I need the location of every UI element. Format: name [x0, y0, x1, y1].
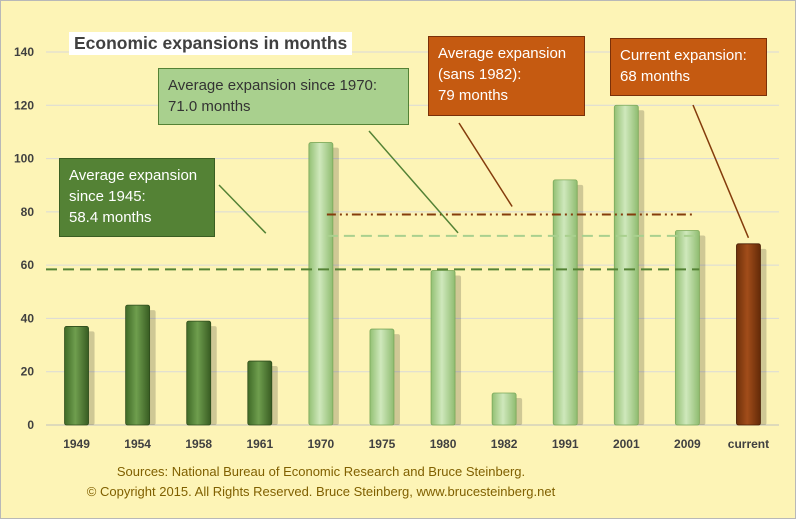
- y-tick-label: 120: [14, 98, 34, 112]
- bar-1949: [64, 326, 89, 426]
- annotation-sans-1982-line-1: Average expansion: [438, 45, 567, 62]
- leader-line-sans1982: [458, 122, 513, 207]
- x-tick-label: 2009: [674, 437, 701, 451]
- bar-2009: [674, 230, 700, 426]
- y-tick-label: 80: [21, 205, 35, 219]
- footer-copyright: © Copyright 2015. All Rights Reserved. B…: [86, 484, 556, 499]
- annotation-since-1970: Average expansion since 1970: 71.0 month…: [158, 68, 409, 125]
- y-tick-label: 140: [14, 45, 34, 59]
- annotation-current: Current expansion: 68 months: [610, 38, 767, 96]
- annotation-sans-1982-line-3: 79 months: [438, 87, 509, 104]
- bar-current: [736, 243, 761, 426]
- x-tick-label: 1980: [430, 437, 457, 451]
- x-tick-label: 1975: [369, 437, 396, 451]
- annotation-current-line-2: 68 months: [620, 68, 691, 85]
- bar-1982: [491, 392, 517, 426]
- bar-1991: [552, 179, 578, 426]
- x-tick-label: 1954: [124, 437, 151, 451]
- footer-source: Sources: National Bureau of Economic Res…: [116, 464, 526, 479]
- annotation-since-1970-line-1: Average expansion since 1970:: [168, 77, 378, 94]
- x-tick-label: 1970: [308, 437, 335, 451]
- x-tick-label: current: [728, 437, 769, 451]
- leader-line-since1970: [368, 130, 459, 234]
- chart-title: Economic expansions in months: [69, 32, 353, 55]
- x-tick-label: 1961: [246, 437, 273, 451]
- x-tick-label: 1958: [185, 437, 212, 451]
- y-tick-label: 0: [27, 418, 34, 432]
- annotation-sans-1982-line-2: (sans 1982):: [438, 66, 522, 83]
- x-tick-label: 1982: [491, 437, 518, 451]
- y-tick-label: 40: [21, 311, 35, 325]
- x-tick-label: 1949: [63, 437, 90, 451]
- bar-1954: [125, 304, 151, 426]
- leader-line-current: [692, 104, 750, 239]
- leader-line-since1945: [218, 184, 267, 234]
- bar-1958: [186, 320, 212, 426]
- x-tick-label: 1991: [552, 437, 579, 451]
- annotation-since-1945-line-1: Average expansion: [69, 167, 198, 184]
- annotation-since-1945-line-3: 58.4 months: [69, 209, 152, 226]
- y-tick-label: 100: [14, 152, 34, 166]
- annotation-since-1945-line-2: since 1945:: [69, 188, 146, 205]
- x-tick-label: 2001: [613, 437, 640, 451]
- bar-1980: [430, 270, 456, 426]
- chart-footer: Sources: National Bureau of Economic Res…: [1, 462, 641, 502]
- annotation-since-1945: Average expansion since 1945: 58.4 month…: [59, 158, 215, 237]
- bar-1975: [369, 328, 395, 426]
- bar-2001: [613, 104, 639, 426]
- bar-1970: [308, 142, 334, 426]
- annotation-current-line-1: Current expansion:: [620, 47, 747, 64]
- y-tick-label: 60: [21, 258, 35, 272]
- annotation-since-1970-line-2: 71.0 months: [168, 98, 251, 115]
- y-tick-label: 20: [21, 365, 35, 379]
- annotation-sans-1982: Average expansion (sans 1982): 79 months: [428, 36, 585, 116]
- bar-1961: [247, 360, 273, 426]
